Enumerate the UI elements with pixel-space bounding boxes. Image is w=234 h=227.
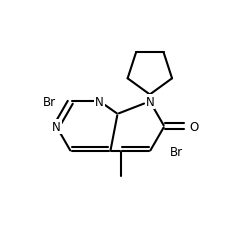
Text: Br: Br xyxy=(169,145,183,158)
Text: N: N xyxy=(146,95,154,108)
Text: O: O xyxy=(190,120,199,133)
Text: N: N xyxy=(52,120,61,133)
Text: Br: Br xyxy=(43,95,56,108)
Text: N: N xyxy=(95,95,104,108)
